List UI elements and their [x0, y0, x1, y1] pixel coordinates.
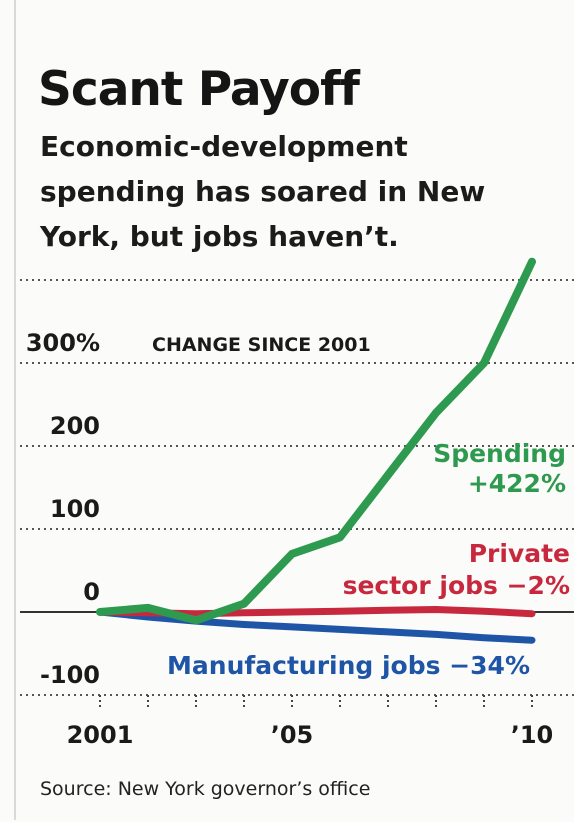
chart-frame	[14, 0, 572, 820]
series-label: sector jobs −2%	[343, 571, 570, 600]
x-tick-label: 2001	[67, 721, 134, 749]
x-tick-label: ’05	[271, 721, 314, 749]
y-tick-label: 200	[50, 412, 100, 440]
chart-title: Scant Payoff	[38, 62, 360, 117]
series-label: Spending	[433, 439, 566, 468]
series-label: +422%	[468, 469, 566, 498]
series-label: Manufacturing jobs −34%	[167, 651, 530, 680]
series-lines	[96, 257, 536, 644]
chart-subtitle: Economic-development spending has soared…	[40, 130, 486, 253]
x-tick-label: ’10	[511, 721, 554, 749]
y-tick-label: 0	[83, 578, 100, 606]
y-axis-ticks: 300% 200 100 0 -100	[26, 329, 100, 689]
y-tick-label: 100	[50, 495, 100, 523]
x-axis-ticks: 2001 ’05 ’10	[67, 695, 554, 749]
series-line-manufacturing-jobs	[96, 608, 536, 644]
series-line-spending	[96, 257, 536, 625]
y-tick-label: 300%	[26, 329, 100, 357]
source-note: Source: New York governor’s office	[40, 778, 371, 800]
series-label: Private	[469, 539, 570, 568]
y-tick-label: -100	[40, 661, 100, 689]
series-labels: Spending+422% Private sector jobs −2% Manuf…	[167, 439, 570, 680]
y-axis-label: CHANGE SINCE 2001	[152, 334, 371, 356]
